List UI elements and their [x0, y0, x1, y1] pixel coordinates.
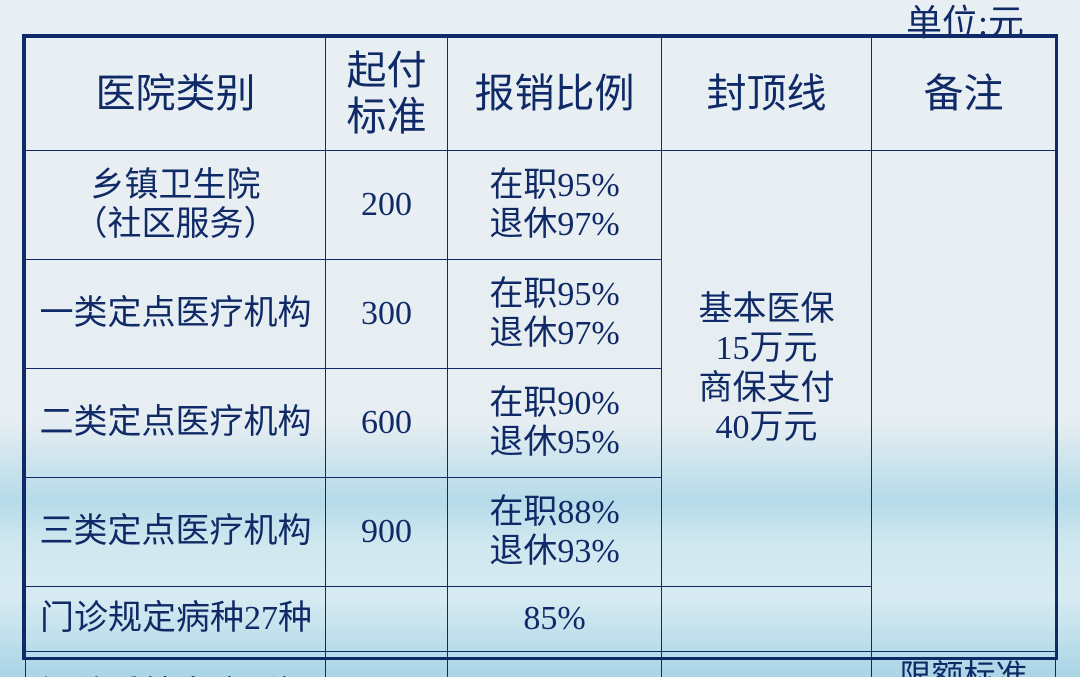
- ratio-l1: 在职90%: [489, 385, 619, 422]
- cell-category: 三类定点医疗机构: [26, 478, 326, 587]
- cell-category: 二类定点医疗机构: [26, 369, 326, 478]
- ratio-l2: 退休97%: [489, 315, 619, 352]
- cell-ratio: 在职90% 退休95%: [448, 369, 662, 478]
- cap-l2: 15万元: [716, 330, 818, 367]
- cell-remarks-merged-empty: [872, 151, 1056, 652]
- cell-ratio: 85%: [448, 587, 662, 652]
- header-deductible: 起付 标准: [326, 38, 448, 151]
- cap-l4: 40万元: [716, 409, 818, 446]
- cap-l1: 基本医保: [699, 291, 835, 328]
- ratio-l1: 在职88%: [489, 494, 619, 531]
- reimbursement-table-container: 医院类别 起付 标准 报销比例 封顶线 备注 乡镇卫生院 （社区服务） 200 …: [22, 34, 1058, 660]
- cell-deductible: 900: [326, 478, 448, 587]
- ratio-l1: 在职95%: [489, 276, 619, 313]
- cell-category: 门诊重特大病9种: [26, 652, 326, 677]
- cell-category: 乡镇卫生院 （社区服务）: [26, 151, 326, 260]
- header-deductible-l2: 标准: [347, 94, 427, 139]
- cell-deductible-empty: [326, 587, 448, 652]
- cell-ratio: 在职95% 退休97%: [448, 260, 662, 369]
- cell-cap-empty: [662, 587, 872, 652]
- header-reimbursement-ratio: 报销比例: [448, 38, 662, 151]
- cell-ratio: 85%: [448, 652, 662, 677]
- cell-category: 一类定点医疗机构: [26, 260, 326, 369]
- cat-line2: （社区服务）: [74, 206, 278, 243]
- ratio-l2: 退休93%: [489, 533, 619, 570]
- ratio-l2: 退休97%: [489, 206, 619, 243]
- header-hospital-category: 医院类别: [26, 38, 326, 151]
- cell-category: 门诊规定病种27种: [26, 587, 326, 652]
- cell-deductible: 300: [326, 260, 448, 369]
- reimbursement-table: 医院类别 起付 标准 报销比例 封顶线 备注 乡镇卫生院 （社区服务） 200 …: [25, 37, 1056, 677]
- cell-ratio: 在职88% 退休93%: [448, 478, 662, 587]
- table-row: 乡镇卫生院 （社区服务） 200 在职95% 退休97% 基本医保 15万元 商…: [26, 151, 1056, 260]
- header-remarks: 备注: [872, 38, 1056, 151]
- ratio-l1: 在职95%: [489, 167, 619, 204]
- header-deductible-l1: 起付: [347, 48, 427, 93]
- table-header-row: 医院类别 起付 标准 报销比例 封顶线 备注: [26, 38, 1056, 151]
- cell-deductible: 200: [326, 151, 448, 260]
- cat-line1: 乡镇卫生院: [91, 167, 261, 204]
- ratio-l2: 退休95%: [489, 424, 619, 461]
- cell-cap-empty: [662, 652, 872, 677]
- cell-remarks: 限额标准 同居民: [872, 652, 1056, 677]
- cap-l3: 商保支付: [699, 370, 835, 407]
- header-cap: 封顶线: [662, 38, 872, 151]
- cell-cap-merged: 基本医保 15万元 商保支付 40万元: [662, 151, 872, 587]
- cell-deductible: 600: [326, 369, 448, 478]
- table-row: 门诊重特大病9种 85% 限额标准 同居民: [26, 652, 1056, 677]
- remark-l1: 限额标准: [899, 658, 1027, 677]
- cell-deductible-empty: [326, 652, 448, 677]
- cell-ratio: 在职95% 退休97%: [448, 151, 662, 260]
